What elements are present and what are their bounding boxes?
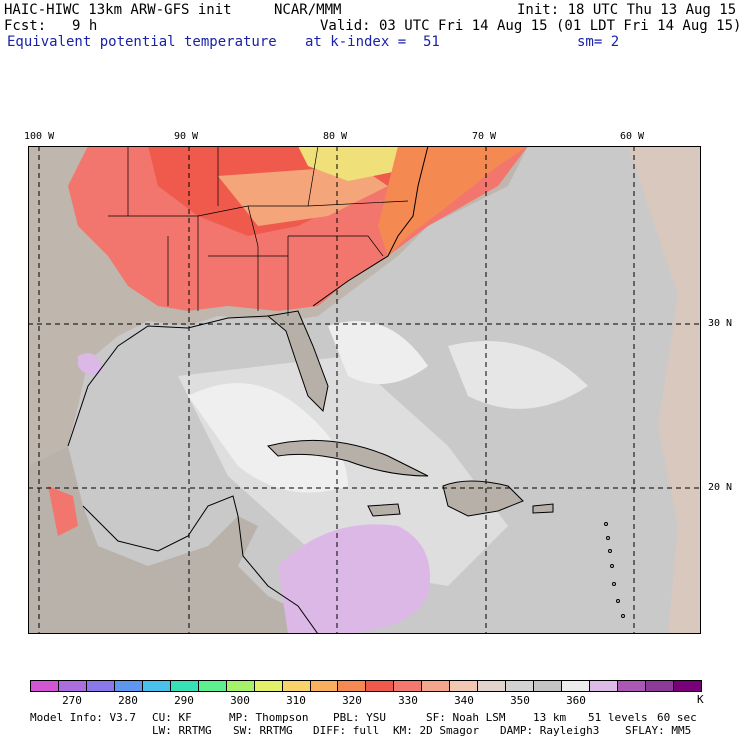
lon-label-80w: 80 W <box>323 131 348 142</box>
central-america-coast <box>237 515 319 634</box>
map-frame <box>28 146 701 634</box>
forecast-hour: 9 h <box>72 18 98 34</box>
colorbar-swatch <box>170 681 199 691</box>
colorbar-swatch <box>254 681 283 691</box>
colorbar-swatch <box>114 681 143 691</box>
init-time: Init: 18 UTC Thu 13 Aug 15 <box>517 2 737 18</box>
footer-cu: CU: KF <box>152 711 192 724</box>
lon-label-100w: 100 W <box>24 131 55 142</box>
lon-label-70w: 70 W <box>472 131 497 142</box>
warm-coast <box>378 146 528 256</box>
footer-sf: SF: Noah LSM <box>426 711 506 724</box>
orange-region <box>218 166 388 226</box>
colorbar-swatch <box>422 681 451 691</box>
mexico-warm <box>48 486 78 536</box>
colorbar-tick-label: 300 <box>230 694 250 707</box>
colorbar-tick-label: 340 <box>454 694 474 707</box>
gulf-coast <box>67 315 269 447</box>
florida <box>266 310 329 413</box>
colorbar-tick-label: 360 <box>566 694 586 707</box>
colorbar-swatch <box>673 681 701 691</box>
yucatan-coast <box>82 495 239 552</box>
org-label: NCAR/MMM <box>274 2 342 18</box>
white-patch <box>188 383 348 493</box>
colorbar-swatch <box>534 681 563 691</box>
forecast-label: Fcst: <box>4 18 47 34</box>
hispaniola <box>442 480 524 517</box>
colorbar-swatch <box>450 681 479 691</box>
colorbar-unit: K <box>697 693 704 706</box>
footer-timestep: 60 sec <box>657 711 697 724</box>
footer-pbl: PBL: YSU <box>333 711 386 724</box>
footer-damp: DAMP: Rayleigh3 <box>500 724 600 737</box>
level-label: at k-index = 51 <box>305 34 440 50</box>
footer-model-info: Model Info: V3.7 <box>30 711 136 724</box>
lon-label-90w: 90 W <box>174 131 199 142</box>
pink-spot <box>78 353 103 375</box>
colorbar-tick-label: 310 <box>286 694 306 707</box>
footer-mp: MP: Thompson <box>229 711 309 724</box>
colorbar-tick-label: 270 <box>62 694 82 707</box>
model-title: HAIC-HIWC 13km ARW-GFS init <box>4 2 232 18</box>
pink-area <box>278 524 430 634</box>
map-plot <box>28 146 701 634</box>
lat-label-30n: 30 N <box>708 318 733 329</box>
colorbar-swatch <box>31 681 59 691</box>
colorbar-swatch <box>198 681 227 691</box>
lat-label-20n: 20 N <box>708 482 733 493</box>
colorbar-swatch <box>618 681 646 691</box>
footer-sflay: SFLAY: MM5 <box>625 724 692 737</box>
cuba <box>267 439 429 477</box>
footer-res: 13 km <box>533 711 567 724</box>
field-name: Equivalent potential temperature <box>7 34 277 50</box>
footer-diff: DIFF: full <box>313 724 380 737</box>
jamaica <box>367 503 401 517</box>
atlantic-coast <box>312 146 429 307</box>
state-borders <box>108 146 409 316</box>
colorbar-swatch <box>310 681 339 691</box>
colorbar-swatch <box>142 681 171 691</box>
colorbar-swatch <box>86 681 115 691</box>
colorbar-swatch <box>58 681 87 691</box>
puerto-rico <box>532 503 554 514</box>
colorbar-tick-label: 290 <box>174 694 194 707</box>
white-patch-3 <box>448 341 588 409</box>
lon-label-60w: 60 W <box>620 131 645 142</box>
lesser-antilles <box>604 522 625 618</box>
colorbar-swatch <box>562 681 591 691</box>
colorbar-swatch <box>338 681 367 691</box>
colorbar-tick-label: 330 <box>398 694 418 707</box>
mexico-land <box>28 446 328 634</box>
colorbar-swatch <box>394 681 423 691</box>
white-patch-2 <box>328 321 428 384</box>
graticule <box>28 146 701 634</box>
colorbar-swatch <box>478 681 507 691</box>
colorbar-tick-label: 350 <box>510 694 530 707</box>
footer-levels: 51 levels <box>588 711 648 724</box>
colorbar <box>30 680 702 692</box>
footer-lw: LW: RRTMG <box>152 724 212 737</box>
colorbar-swatch <box>282 681 311 691</box>
colorbar-swatch <box>366 681 395 691</box>
colorbar-swatch <box>645 681 674 691</box>
colorbar-swatch <box>590 681 619 691</box>
smoothing-label: sm= 2 <box>577 34 620 50</box>
colorbar-tick-label: 280 <box>118 694 138 707</box>
yellow-region <box>298 146 418 181</box>
footer-sw: SW: RRTMG <box>233 724 293 737</box>
colorbar-swatch <box>226 681 255 691</box>
footer-km: KM: 2D Smagor <box>393 724 480 737</box>
colorbar-swatch <box>506 681 535 691</box>
valid-time: Valid: 03 UTC Fri 14 Aug 15 (01 LDT Fri … <box>320 18 740 34</box>
east-tan <box>628 146 701 634</box>
colorbar-tick-label: 320 <box>342 694 362 707</box>
